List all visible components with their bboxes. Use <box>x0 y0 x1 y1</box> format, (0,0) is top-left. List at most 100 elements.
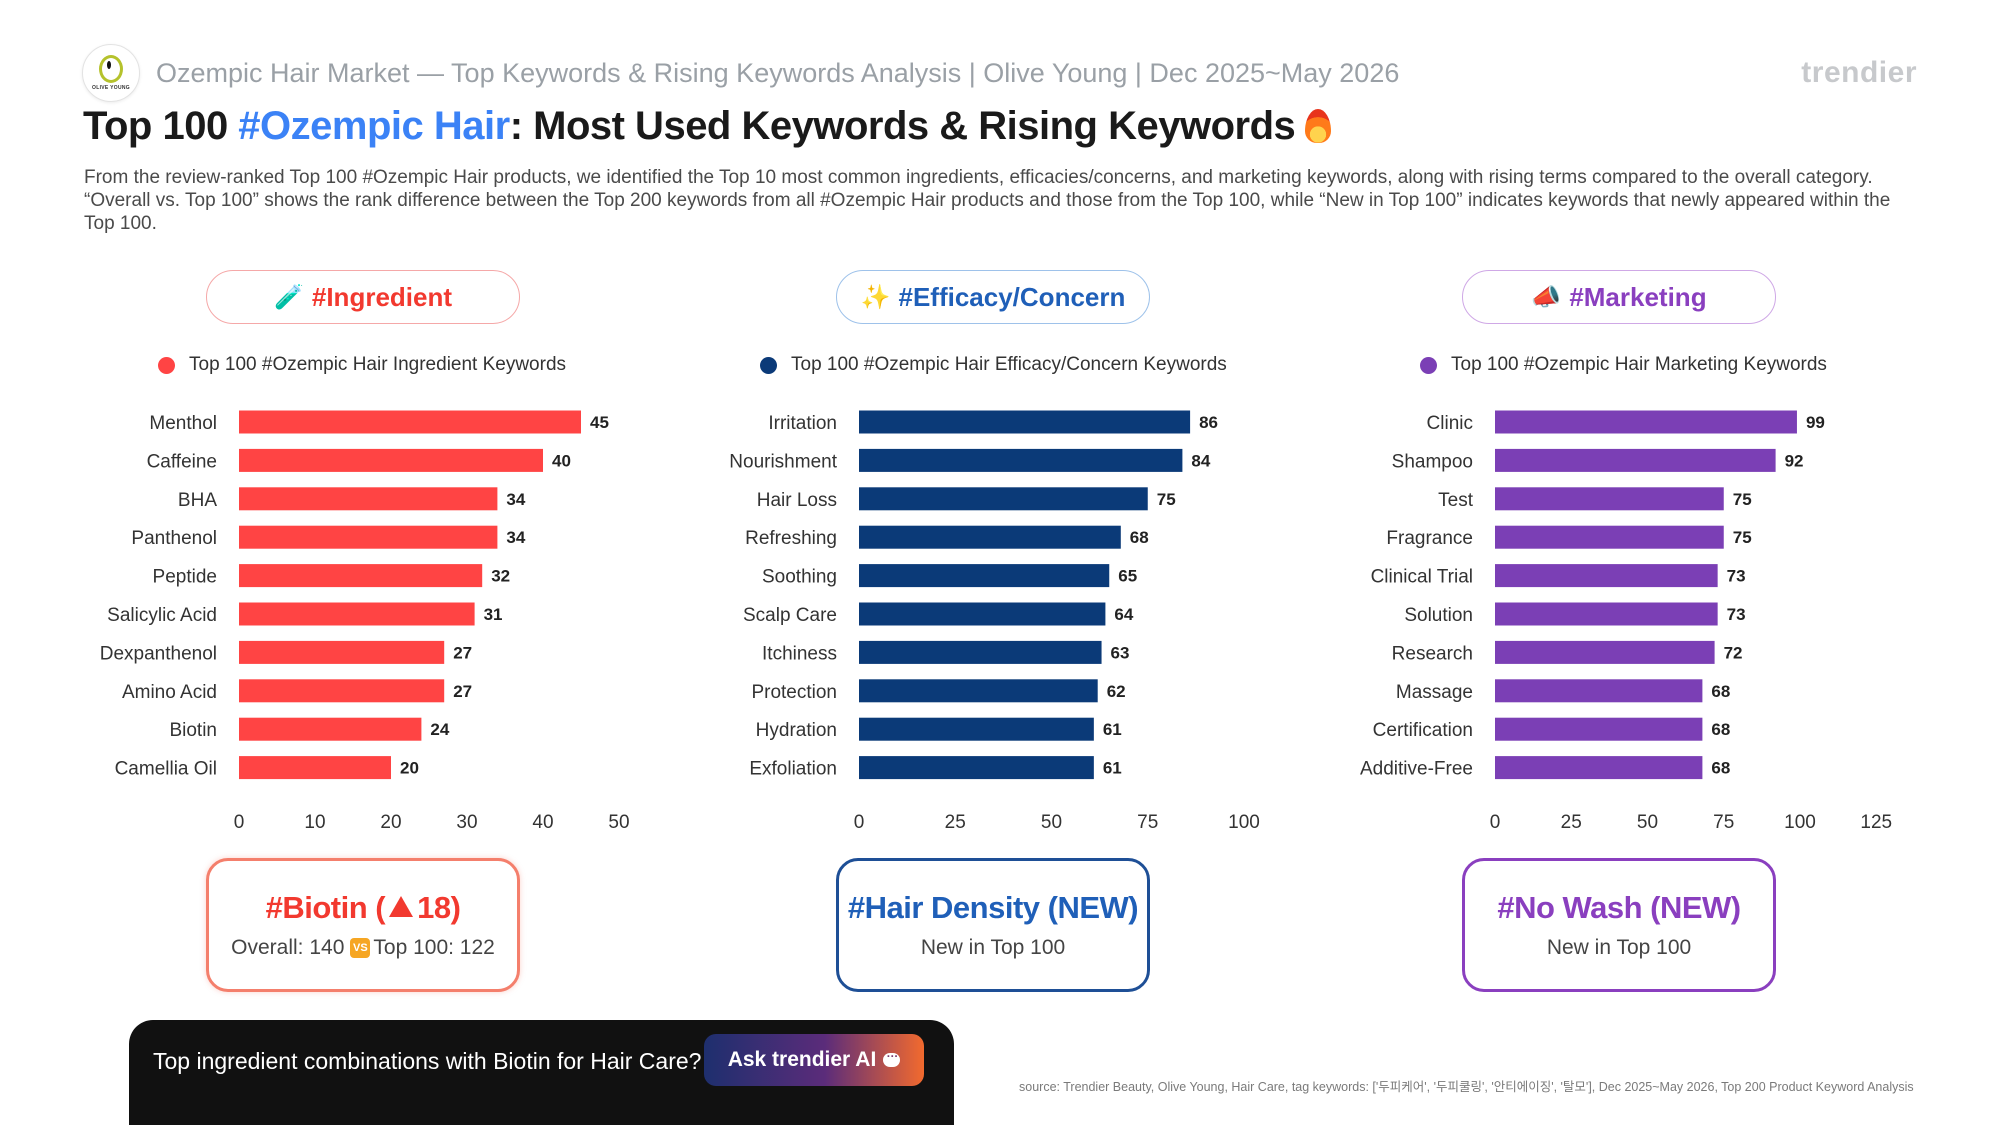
efficacy-value-label: 61 <box>1103 759 1122 778</box>
ingredient-bar-chart: Menthol 45 Caffeine 40 BHA 34 Panthenol 34 Pepti… <box>100 410 630 833</box>
marketing-value-label: 68 <box>1711 682 1730 701</box>
ingredient-value-label: 27 <box>453 643 472 662</box>
marketing-x-tick-label: 0 <box>1490 812 1501 833</box>
marketing-bar <box>1495 525 1724 549</box>
rising-keyword: #Biotin (18) <box>266 890 461 926</box>
logo-text: OLIVE YOUNG <box>92 85 130 91</box>
efficacy-bar <box>859 717 1094 741</box>
efficacy-bar <box>859 487 1148 511</box>
ingredient-value-label: 20 <box>400 759 419 778</box>
marketing-category-label: Clinic <box>1427 413 1473 434</box>
ingredient-x-tick-label: 40 <box>532 812 553 833</box>
marketing-bar <box>1495 602 1718 626</box>
ingredient-bar <box>239 717 422 741</box>
efficacy-category-label: Itchiness <box>762 643 837 664</box>
ingredient-category-label: Caffeine <box>147 451 217 472</box>
rising-keyword-close: ) <box>450 890 461 925</box>
efficacy-legend-label: Top 100 #Ozempic Hair Efficacy/Concern K… <box>791 354 1227 375</box>
legend-dot-icon <box>158 356 175 374</box>
marketing-pill-label: #Marketing <box>1569 281 1707 312</box>
ask-trendier-ai-button[interactable]: Ask trendier AI <box>704 1034 924 1086</box>
marketing-legend-label: Top 100 #Ozempic Hair Marketing Keywords <box>1451 354 1827 375</box>
marketing-value-label: 68 <box>1711 759 1730 778</box>
efficacy-value-label: 86 <box>1199 413 1218 432</box>
marketing-bar-chart: Clinic 99 Shampoo 92 Test 75 Fragrance 75 Clinic… <box>1360 410 1892 833</box>
title-part1: Top 100 <box>83 104 239 148</box>
ingredient-value-label: 24 <box>430 720 449 739</box>
rising-keyword: #No Wash (NEW) <box>1497 890 1741 925</box>
legend-dot-icon <box>760 356 777 374</box>
ingredient-x-tick-label: 20 <box>380 812 401 833</box>
title-part2: : Most Used Keywords & Rising Keywords <box>509 104 1296 148</box>
overall-rank: Overall: 140 <box>231 936 345 959</box>
efficacy-bar <box>859 410 1191 434</box>
marketing-x-tick-label: 25 <box>1561 812 1582 833</box>
marketing-legend: Top 100 #Ozempic Hair Marketing Keywords <box>1420 354 1827 376</box>
marketing-bar <box>1495 410 1797 434</box>
marketing-bar <box>1495 640 1715 664</box>
marketing-bar <box>1495 448 1776 472</box>
olive-young-logo: OLIVE YOUNG <box>82 44 140 102</box>
efficacy-legend: Top 100 #Ozempic Hair Efficacy/Concern K… <box>760 354 1227 376</box>
olive-logo-mark-icon <box>99 55 123 83</box>
ingredient-bar <box>239 564 483 588</box>
efficacy-category-label: Exfoliation <box>749 759 837 780</box>
ingredient-bar <box>239 410 581 434</box>
legend-dot-icon <box>1420 356 1437 374</box>
marketing-bar <box>1495 679 1703 703</box>
ingredient-category-label: Camellia Oil <box>115 759 217 780</box>
rising-keyword: #Hair Density (NEW) <box>847 890 1139 925</box>
ingredient-value-label: 34 <box>506 490 525 509</box>
rank-change-value: 18 <box>417 890 451 925</box>
efficacy-bar <box>859 564 1110 588</box>
marketing-category-label: Clinical Trial <box>1371 567 1473 588</box>
rising-keyword-note: New in Top 100 <box>920 936 1066 959</box>
ingredient-bar <box>239 487 498 511</box>
megaphone-icon: 📣 <box>1531 283 1562 311</box>
efficacy-x-tick-label: 100 <box>1228 812 1260 833</box>
ingredient-legend-label: Top 100 #Ozempic Hair Ingredient Keyword… <box>189 354 567 375</box>
efficacy-bar-chart: Irritation 86 Nourishment 84 Hair Loss 75 Refr… <box>729 410 1260 833</box>
efficacy-value-label: 84 <box>1191 451 1210 470</box>
marketing-x-tick-label: 75 <box>1713 812 1734 833</box>
marketing-category-label: Additive-Free <box>1360 759 1473 780</box>
efficacy-bar <box>859 602 1106 626</box>
efficacy-value-label: 61 <box>1103 720 1122 739</box>
marketing-value-label: 72 <box>1724 643 1743 662</box>
efficacy-category-label: Protection <box>751 682 837 703</box>
efficacy-pill-label: #Efficacy/Concern <box>898 281 1126 312</box>
marketing-category-label: Fragrance <box>1386 528 1473 549</box>
ai-suggested-question[interactable]: Top ingredient combinations with Biotin … <box>153 1048 702 1074</box>
ingredient-x-tick-label: 10 <box>304 812 325 833</box>
efficacy-bar <box>859 525 1121 549</box>
chat-bubble-icon <box>883 1046 901 1067</box>
marketing-category-label: Solution <box>1404 605 1473 626</box>
ingredient-x-tick-label: 30 <box>456 812 477 833</box>
efficacy-category-label: Refreshing <box>745 528 837 549</box>
efficacy-category-label: Scalp Care <box>743 605 837 626</box>
marketing-bar <box>1495 564 1718 588</box>
efficacy-bar <box>859 756 1094 780</box>
ingredient-bar <box>239 448 543 472</box>
efficacy-x-tick-label: 50 <box>1041 812 1062 833</box>
marketing-x-tick-label: 125 <box>1860 812 1892 833</box>
description: From the review-ranked Top 100 #Ozempic … <box>84 167 1891 234</box>
header: OLIVE YOUNG Ozempic Hair Market — Top Ke… <box>82 44 1399 102</box>
efficacy-x-tick-label: 25 <box>945 812 966 833</box>
marketing-value-label: 99 <box>1806 413 1825 432</box>
ingredient-bar <box>239 602 475 626</box>
marketing-category-label: Test <box>1438 490 1474 511</box>
ingredient-category-label: Amino Acid <box>122 682 217 703</box>
efficacy-bar <box>859 448 1183 472</box>
rising-keyword-card-marketing: #No Wash (NEW) New in Top 100 <box>1462 858 1776 992</box>
efficacy-value-label: 65 <box>1118 567 1137 586</box>
ingredient-category-label: BHA <box>178 490 217 511</box>
brand-logo: trendier <box>1801 56 1917 89</box>
efficacy-value-label: 62 <box>1107 682 1126 701</box>
ingredient-category-label: Panthenol <box>131 528 217 549</box>
efficacy-category-label: Hair Loss <box>757 490 837 511</box>
sparkles-icon: ✨ <box>860 283 891 311</box>
ingredient-bar <box>239 756 391 780</box>
ingredient-bar <box>239 640 445 664</box>
efficacy-bar <box>859 679 1098 703</box>
